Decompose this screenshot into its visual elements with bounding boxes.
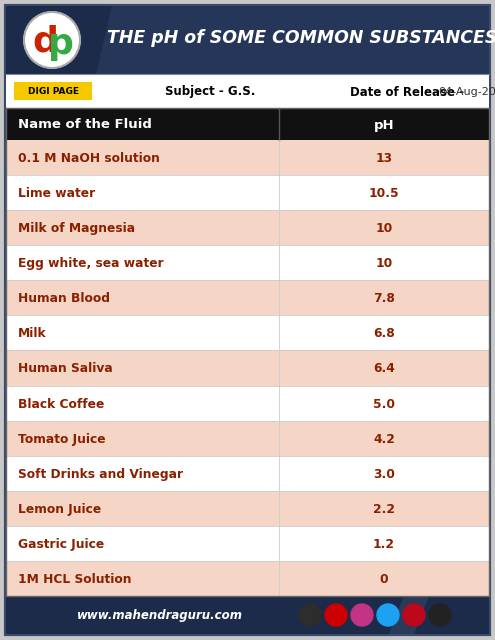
Text: 4.2: 4.2: [373, 433, 395, 445]
Bar: [6, 316, 489, 351]
Bar: [6, 74, 489, 108]
Bar: [6, 420, 489, 456]
Bar: [6, 596, 489, 634]
Text: THE pH of SOME COMMON SUBSTANCES: THE pH of SOME COMMON SUBSTANCES: [107, 29, 495, 47]
Circle shape: [299, 604, 321, 626]
Text: Human Blood: Human Blood: [18, 292, 110, 305]
Text: Black Coffee: Black Coffee: [18, 397, 104, 411]
Text: Human Saliva: Human Saliva: [18, 362, 113, 376]
Bar: [6, 526, 489, 561]
Text: Date of Release -: Date of Release -: [350, 86, 468, 99]
Text: pH: pH: [374, 118, 394, 131]
Bar: [6, 140, 489, 175]
Text: 04-Aug-2017: 04-Aug-2017: [438, 87, 495, 97]
Bar: [6, 210, 489, 245]
Bar: [6, 351, 489, 385]
Circle shape: [24, 12, 80, 68]
Text: p: p: [48, 27, 74, 61]
Bar: [6, 561, 489, 596]
Circle shape: [351, 604, 373, 626]
Circle shape: [403, 604, 425, 626]
Bar: [6, 280, 489, 316]
Text: d: d: [32, 25, 58, 59]
Bar: [14, 82, 92, 100]
Text: 6.4: 6.4: [373, 362, 395, 376]
Text: Milk: Milk: [18, 328, 47, 340]
Polygon shape: [389, 596, 429, 634]
Text: 0.1 M NaOH solution: 0.1 M NaOH solution: [18, 152, 160, 165]
Bar: [6, 6, 489, 74]
Text: DIGI PAGE: DIGI PAGE: [28, 88, 79, 97]
Text: 10.5: 10.5: [369, 187, 399, 200]
Text: Tomato Juice: Tomato Juice: [18, 433, 105, 445]
Text: www.mahendraguru.com: www.mahendraguru.com: [77, 609, 243, 623]
Text: Soft Drinks and Vinegar: Soft Drinks and Vinegar: [18, 468, 183, 481]
Circle shape: [325, 604, 347, 626]
Text: Milk of Magnesia: Milk of Magnesia: [18, 222, 135, 235]
Text: 1.2: 1.2: [373, 538, 395, 551]
Text: 5.0: 5.0: [373, 397, 395, 411]
Text: 1M HCL Solution: 1M HCL Solution: [18, 573, 132, 586]
Bar: [6, 175, 489, 210]
Circle shape: [377, 604, 399, 626]
Text: 0: 0: [380, 573, 388, 586]
Text: Lime water: Lime water: [18, 187, 95, 200]
Bar: [6, 491, 489, 526]
Bar: [6, 456, 489, 491]
Text: Name of the Fluid: Name of the Fluid: [18, 118, 152, 131]
Text: Gastric Juice: Gastric Juice: [18, 538, 104, 551]
Bar: [6, 385, 489, 420]
Text: 10: 10: [375, 222, 393, 235]
Text: Lemon Juice: Lemon Juice: [18, 503, 101, 516]
Bar: [6, 108, 489, 140]
Bar: [6, 245, 489, 280]
Text: 13: 13: [375, 152, 393, 165]
Circle shape: [429, 604, 451, 626]
Text: 6.8: 6.8: [373, 328, 395, 340]
Text: 3.0: 3.0: [373, 468, 395, 481]
Polygon shape: [96, 6, 489, 74]
Text: 2.2: 2.2: [373, 503, 395, 516]
Text: 10: 10: [375, 257, 393, 270]
Text: Subject - G.S.: Subject - G.S.: [165, 86, 255, 99]
Text: Egg white, sea water: Egg white, sea water: [18, 257, 164, 270]
Text: 7.8: 7.8: [373, 292, 395, 305]
